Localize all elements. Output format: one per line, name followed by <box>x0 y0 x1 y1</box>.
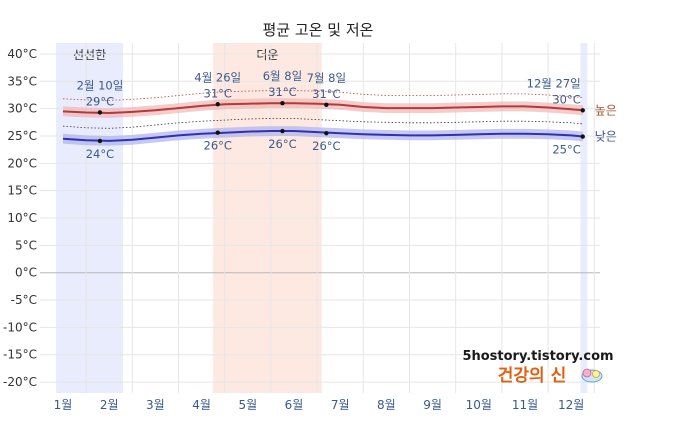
x-tick-label: 5월 <box>238 398 257 412</box>
x-tick-label: 7월 <box>331 398 350 412</box>
annotation-date: 2월 10일 <box>77 78 124 92</box>
season-band-label: 선선한 <box>73 48 106 62</box>
x-tick-label: 9월 <box>423 398 442 412</box>
annotation-point <box>580 134 585 139</box>
x-tick-label: 6월 <box>285 398 304 412</box>
season-band-label: 더운 <box>256 48 278 62</box>
annotations: 2월 10일 29°C 24°C 4월 26일 31°C 26°C 6월 8일 31°C 26°… <box>77 69 585 161</box>
x-tick-label: 8월 <box>377 398 396 412</box>
watermark-url: 5hostory.tistory.com <box>462 349 613 364</box>
series-end-label: 낮은 <box>595 130 617 144</box>
annotation-value: 26°C <box>268 137 296 151</box>
y-tick-label: -20°C <box>3 375 37 389</box>
x-tick-label: 2월 <box>100 398 119 412</box>
annotation-point <box>280 128 285 134</box>
y-axis: 40°C 35°C 30°C 25°C 20°C 15°C 10°C 5°C 0°C -5°C -1… <box>3 47 37 389</box>
watermark-name: 건강의 신 <box>498 366 566 386</box>
chart-title: 평균 고온 및 저온 <box>263 21 374 39</box>
series-end-label: 높은 <box>595 103 617 117</box>
annotation-date: 12월 27일 <box>527 76 581 90</box>
annotation-value: 25°C <box>552 143 580 157</box>
annotation-value: 26°C <box>312 139 340 153</box>
annotation-point <box>215 130 220 135</box>
series-dotted-1 <box>62 118 583 129</box>
annotation-value: 31°C <box>204 86 232 100</box>
x-tick-label: 3월 <box>146 398 165 412</box>
annotation-point <box>97 110 103 115</box>
x-tick-label: 12월 <box>558 398 584 412</box>
x-tick-label: 11월 <box>512 398 538 412</box>
y-tick-label: 15°C <box>7 184 37 198</box>
y-tick-label: 5°C <box>15 238 37 252</box>
y-tick-label: -15°C <box>3 348 37 362</box>
x-tick-label: 1월 <box>54 398 73 412</box>
annotation-point <box>324 131 329 136</box>
annotation-value: 29°C <box>86 94 114 108</box>
annotation-value: 30°C <box>552 92 580 106</box>
series-dotted-0 <box>62 90 583 101</box>
series-line-0 <box>62 102 583 115</box>
annotation-date: 6월 8일 <box>263 69 302 83</box>
watermark: 5hostory.tistory.com 건강의 신 <box>462 349 613 386</box>
annotation-point <box>580 108 585 113</box>
annotation-point <box>97 138 103 144</box>
annotation-value: 31°C <box>312 87 340 101</box>
y-tick-label: -5°C <box>11 293 37 307</box>
annotation-date: 4월 26일 <box>194 70 241 84</box>
y-tick-label: -10°C <box>3 320 37 334</box>
annotation-date: 7월 8일 <box>307 71 346 85</box>
y-tick-label: 25°C <box>7 129 37 143</box>
y-tick-label: 20°C <box>7 156 37 170</box>
x-axis: 1월 2월 3월 4월 5월 6월 7월 8월 9월 10월 11월 12월 <box>54 398 585 412</box>
annotation-point <box>280 100 285 106</box>
y-tick-label: 40°C <box>7 47 37 61</box>
x-tick-label: 4월 <box>192 398 211 412</box>
annotation-point <box>215 102 220 107</box>
y-tick-label: 35°C <box>7 74 37 88</box>
series-line-1 <box>62 130 583 142</box>
annotation-point <box>324 102 329 107</box>
series-band-1 <box>63 126 583 146</box>
series-band-0 <box>63 98 583 118</box>
cloud-icon <box>581 368 603 383</box>
x-tick-label: 10월 <box>466 398 492 412</box>
y-tick-label: 10°C <box>7 211 37 225</box>
annotation-value: 24°C <box>86 147 114 161</box>
y-tick-label: 30°C <box>7 102 37 116</box>
annotation-value: 31°C <box>268 85 296 99</box>
y-tick-label: 0°C <box>15 266 37 280</box>
annotation-value: 26°C <box>204 139 232 153</box>
